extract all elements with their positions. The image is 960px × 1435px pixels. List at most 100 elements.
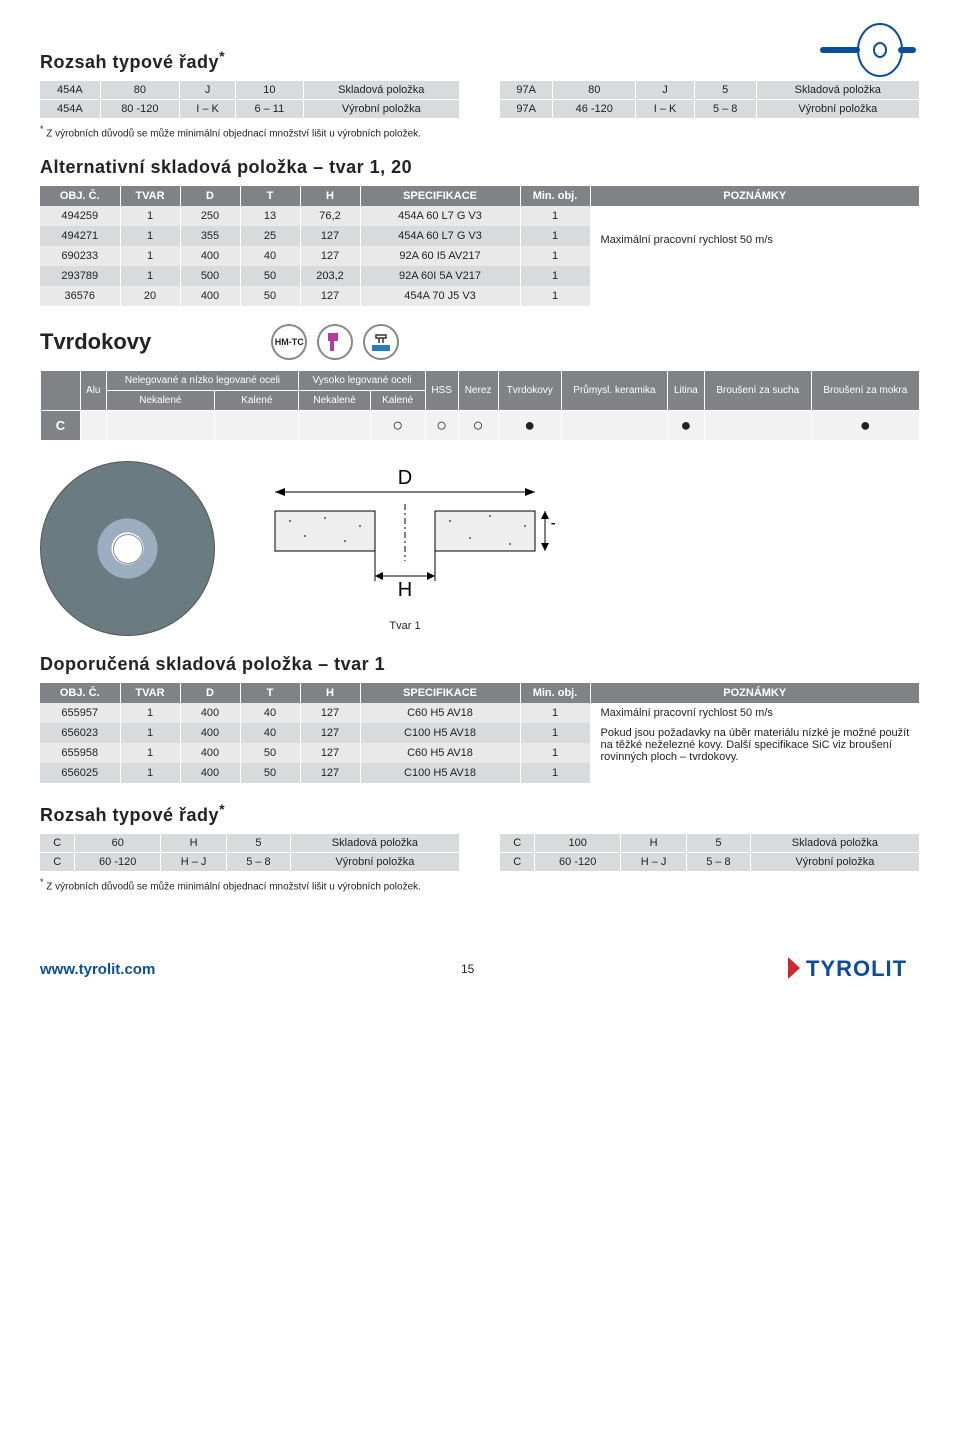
th: HSS xyxy=(425,371,458,411)
th: Nelegované a nízko legované oceli xyxy=(106,371,299,391)
th: Min. obj. xyxy=(520,683,590,703)
mat-row-c: C ○ ○ ○ ● ● ● xyxy=(41,411,920,441)
cell: 293789 xyxy=(40,266,120,286)
dop-note2: Pokud jsou požadavky na úběr materiálu n… xyxy=(590,723,920,783)
shape-diagram: D T H xyxy=(255,466,555,632)
cell: 36576 xyxy=(40,286,120,306)
cell: Skladová položka xyxy=(303,81,459,100)
cell: 454A 60 L7 G V3 xyxy=(360,226,520,246)
cell: 1 xyxy=(520,703,590,723)
cell: 400 xyxy=(180,246,240,266)
svg-text:TYROLIT: TYROLIT xyxy=(806,956,907,981)
cell xyxy=(215,411,299,441)
cell: 127 xyxy=(300,703,360,723)
cell: 500 xyxy=(180,266,240,286)
cell: C xyxy=(500,853,535,872)
cell xyxy=(81,411,107,441)
cell: 1 xyxy=(120,763,180,783)
dop-note1: Maximální pracovní rychlost 50 m/s xyxy=(590,703,920,723)
cell: 1 xyxy=(120,246,180,266)
cell: 454A 70 J5 V3 xyxy=(360,286,520,306)
water-icon xyxy=(363,324,399,360)
th: T xyxy=(240,683,300,703)
cell: 1 xyxy=(120,723,180,743)
cell: 60 -120 xyxy=(535,853,621,872)
alt-note: Maximální pracovní rychlost 50 m/s xyxy=(590,206,920,306)
cell: 46 -120 xyxy=(553,100,636,119)
footnote2: * Z výrobních důvodů se může minimální o… xyxy=(40,877,920,892)
th: D xyxy=(180,683,240,703)
page-footer: www.tyrolit.com 15 TYROLIT xyxy=(40,953,920,986)
cell: 655958 xyxy=(40,743,120,763)
cell: 1 xyxy=(120,703,180,723)
cell: 1 xyxy=(520,266,590,286)
th: OBJ. Č. xyxy=(40,683,120,703)
dim-D-label: D xyxy=(398,467,412,489)
th: Nerez xyxy=(458,371,498,411)
cell xyxy=(561,411,667,441)
tvrdokovy-header: Tvrdokovy HM-TC xyxy=(40,324,920,360)
table-row: 655957140040127C60 H5 AV181 Maximální pr… xyxy=(40,703,920,723)
th: TVAR xyxy=(120,186,180,206)
cell: 40 xyxy=(240,703,300,723)
cell xyxy=(106,411,215,441)
cell: 1 xyxy=(520,226,590,246)
cell: ○ xyxy=(458,411,498,441)
th: Alu xyxy=(81,371,107,411)
section-alt-title: Alternativní skladová položka – tvar 1, … xyxy=(40,157,920,178)
cell: 60 -120 xyxy=(75,853,161,872)
cell: C100 H5 AV18 xyxy=(360,723,520,743)
cell: 60 xyxy=(75,834,161,853)
cell: Skladová položka xyxy=(750,834,919,853)
cell: 454A xyxy=(40,100,100,119)
footer-url[interactable]: www.tyrolit.com xyxy=(40,961,155,978)
rozsah2-tables: C60H5Skladová položka C60 -120H – J5 – 8… xyxy=(40,834,920,871)
cell: 454A 60 L7 G V3 xyxy=(360,206,520,226)
grinding-wheel-photo xyxy=(40,461,215,636)
cell: 1 xyxy=(520,206,590,226)
th: Kalené xyxy=(215,391,299,411)
section-rozsah-text: Rozsah typové řady xyxy=(40,52,219,72)
cell: 50 xyxy=(240,743,300,763)
th: POZNÁMKY xyxy=(590,683,920,703)
cell: 127 xyxy=(300,246,360,266)
th: SPECIFIKACE xyxy=(360,186,520,206)
rozsah1-tables: 454A 80 J 10 Skladová položka 454A 80 -1… xyxy=(40,81,920,118)
cell: 400 xyxy=(180,743,240,763)
cell: 690233 xyxy=(40,246,120,266)
cell: 1 xyxy=(520,743,590,763)
footer-page-number: 15 xyxy=(461,962,474,976)
materials-table: Alu Nelegované a nízko legované oceli Vy… xyxy=(40,370,920,441)
cell: 656025 xyxy=(40,763,120,783)
cell: Výrobní položka xyxy=(750,853,919,872)
cell: C xyxy=(40,834,75,853)
th: Broušení za sucha xyxy=(704,371,811,411)
th: H xyxy=(300,186,360,206)
rozsah2-left: C60H5Skladová položka C60 -120H – J5 – 8… xyxy=(40,834,460,871)
cell: 50 xyxy=(240,286,300,306)
cell: I – K xyxy=(636,100,695,119)
cell: Výrobní položka xyxy=(756,100,919,119)
cell: 40 xyxy=(240,246,300,266)
cell: 1 xyxy=(520,246,590,266)
cell: 97A xyxy=(500,100,553,119)
cell xyxy=(299,411,370,441)
cell: 5 – 8 xyxy=(694,100,756,119)
cell: Skladová položka xyxy=(290,834,459,853)
cell: 80 -120 xyxy=(100,100,179,119)
th: Nekalené xyxy=(299,391,370,411)
cell: ● xyxy=(498,411,561,441)
th: Tvrdokovy xyxy=(498,371,561,411)
cell: 494259 xyxy=(40,206,120,226)
cell: ● xyxy=(811,411,919,441)
th: T xyxy=(240,186,300,206)
footnote2-text: Z výrobních důvodů se může minimální obj… xyxy=(46,882,421,893)
cell: 50 xyxy=(240,763,300,783)
rozsah1-left: 454A 80 J 10 Skladová položka 454A 80 -1… xyxy=(40,81,460,118)
cell: 97A xyxy=(500,81,553,100)
cell: 400 xyxy=(180,763,240,783)
mat-row-label: C xyxy=(41,411,81,441)
cell: 127 xyxy=(300,763,360,783)
cell: 1 xyxy=(120,206,180,226)
cell: 80 xyxy=(553,81,636,100)
